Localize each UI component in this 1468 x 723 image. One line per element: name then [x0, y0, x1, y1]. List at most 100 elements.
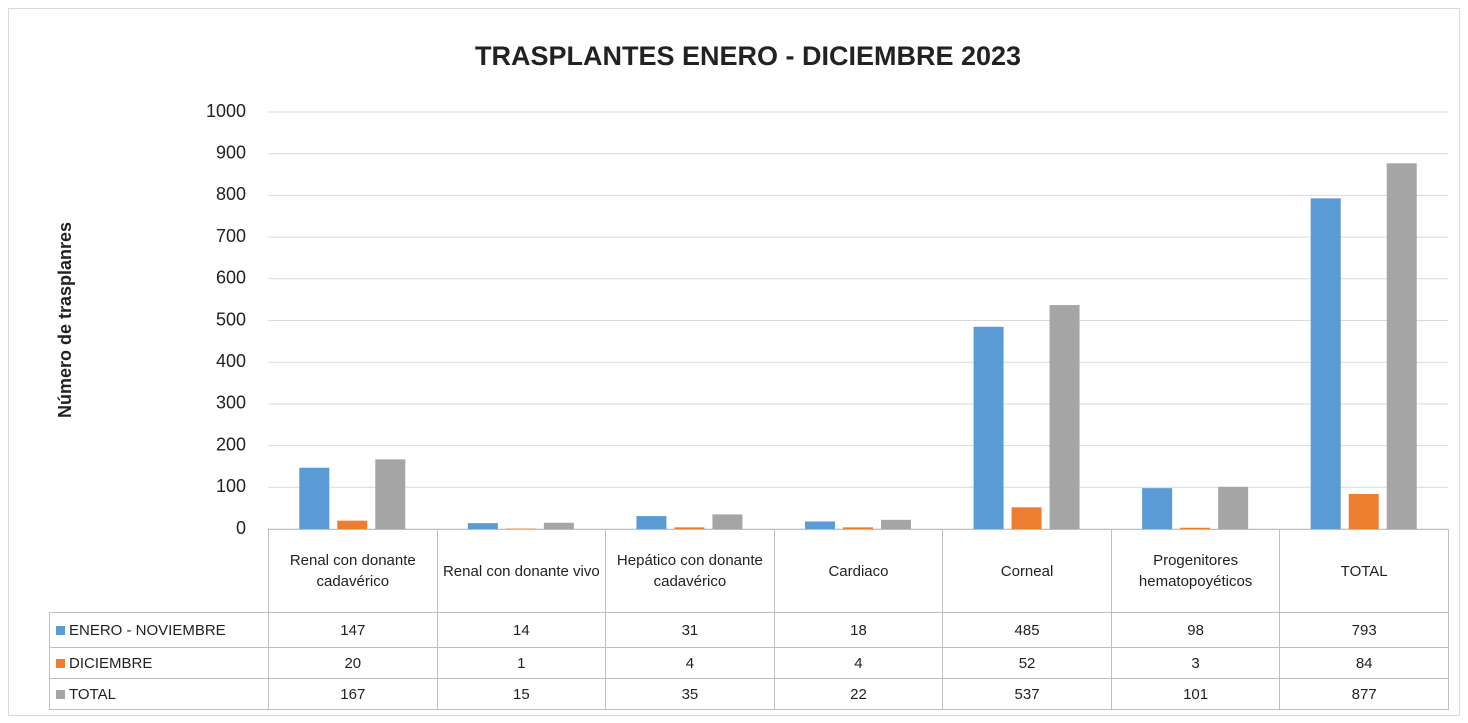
data-label: 4	[685, 654, 695, 672]
value-cell: 101	[1110, 678, 1281, 710]
data-label: 537	[1014, 685, 1040, 703]
value-cell: 35	[605, 678, 775, 710]
series-row: ENERO - NOVIEMBRE 147 14 31 18 485 98 793	[49, 612, 1449, 648]
data-label: 31	[681, 621, 699, 639]
data-label: 877	[1351, 685, 1377, 703]
data-label: 4	[854, 654, 863, 672]
chart-title: TRASPLANTES ENERO - DICIEMBRE 2023	[475, 41, 1021, 71]
value-cell: 84	[1279, 647, 1449, 679]
data-label: 84	[1355, 654, 1373, 672]
legend-key	[56, 689, 65, 699]
category-cell: Renal con donante vivo	[436, 529, 607, 613]
data-label: 485	[1014, 621, 1040, 639]
data-label: 14	[513, 621, 530, 639]
data-label: 35	[681, 685, 699, 703]
value-cell: 147	[268, 612, 438, 648]
series-row: DICIEMBRE 20 1 4 4 52 3 84	[49, 647, 1449, 679]
data-label: 18	[850, 621, 867, 639]
bar	[299, 467, 330, 529]
data-label: 52	[1018, 654, 1036, 672]
data-label: 20	[344, 654, 362, 672]
legend-key	[56, 625, 65, 635]
bar	[805, 521, 835, 529]
category-cell: Hepático con donante cadavérico	[605, 529, 775, 613]
y-tick-label: 1000	[206, 101, 246, 121]
legend-cell: ENERO - NOVIEMBRE	[49, 612, 269, 648]
data-label: 793	[1351, 621, 1377, 639]
category-cell: Corneal	[942, 529, 1112, 613]
x-tick-label: Cardiaco	[828, 562, 889, 580]
bar	[1142, 488, 1173, 529]
y-tick-label: 500	[216, 309, 246, 329]
bar	[843, 527, 873, 529]
bar	[973, 326, 1004, 529]
x-tick-label: Hepático con donante cadavérico	[616, 552, 763, 590]
x-tick-label: Progenitores hematopoyéticos	[1138, 552, 1253, 590]
bar	[1011, 507, 1042, 529]
legend-cell: TOTAL	[49, 678, 269, 710]
y-tick-label: 400	[216, 351, 246, 371]
value-cell: 1	[436, 647, 607, 679]
x-tick-label: Renal con donante vivo	[442, 562, 600, 580]
legend-label: ENERO - NOVIEMBRE	[69, 621, 226, 639]
value-cell: 877	[1279, 678, 1449, 710]
legend-label: DICIEMBRE	[69, 654, 153, 672]
y-tick-label: 0	[236, 518, 246, 538]
value-cell: 793	[1279, 612, 1449, 648]
category-cell: Progenitores hematopoyéticos	[1110, 529, 1281, 613]
series-row: TOTAL 167 15 35 22 537 101 877	[49, 678, 1449, 710]
data-table: Renal con donante cadavérico Renal con do…	[49, 529, 1449, 710]
value-cell: 31	[605, 612, 775, 648]
value-cell: 22	[773, 678, 944, 710]
y-tick-label: 100	[216, 476, 246, 496]
legend-key	[56, 658, 65, 668]
y-tick-label: 300	[216, 393, 246, 413]
y-tick-label: 800	[216, 184, 246, 204]
data-label: 15	[513, 685, 530, 703]
data-label: 1	[517, 654, 526, 672]
value-cell: 14	[436, 612, 607, 648]
bar	[636, 516, 667, 529]
value-cell: 3	[1110, 647, 1281, 679]
data-label: 3	[1191, 654, 1200, 672]
value-cell: 18	[773, 612, 944, 648]
bar	[1049, 305, 1080, 529]
category-cell: Renal con donante cadavérico	[268, 529, 438, 613]
x-tick-label: TOTAL	[1340, 562, 1388, 580]
data-label: 22	[850, 685, 867, 703]
value-cell: 4	[605, 647, 775, 679]
value-cell: 485	[942, 612, 1112, 648]
header-row: Renal con donante cadavérico Renal con do…	[49, 529, 1449, 613]
corner-cell	[49, 529, 269, 613]
value-cell: 537	[942, 678, 1112, 710]
bar	[1180, 527, 1211, 529]
value-cell: 98	[1110, 612, 1281, 648]
x-tick-label: Renal con donante cadavérico	[289, 552, 416, 590]
bar	[674, 527, 705, 529]
legend-cell: DICIEMBRE	[49, 647, 269, 679]
data-label: 147	[340, 621, 366, 639]
x-tick-label: Corneal	[1000, 562, 1054, 580]
value-cell: 15	[436, 678, 607, 710]
chart-frame	[8, 8, 1460, 716]
category-cell: TOTAL	[1279, 529, 1449, 613]
bar	[375, 459, 406, 529]
data-label: 98	[1187, 621, 1204, 639]
bar	[1348, 493, 1379, 529]
bar	[881, 519, 911, 529]
bar	[467, 523, 498, 529]
bar	[1386, 163, 1417, 529]
bar	[712, 514, 743, 529]
data-label: 167	[340, 685, 366, 703]
y-tick-label: 700	[216, 226, 246, 246]
bar	[1218, 486, 1249, 529]
bar	[1310, 198, 1341, 529]
y-tick-label: 600	[216, 268, 246, 288]
value-cell: 52	[942, 647, 1112, 679]
y-tick-label: 900	[216, 142, 246, 162]
bar	[337, 520, 368, 529]
legend-label: TOTAL	[69, 685, 116, 703]
value-cell: 167	[268, 678, 438, 710]
